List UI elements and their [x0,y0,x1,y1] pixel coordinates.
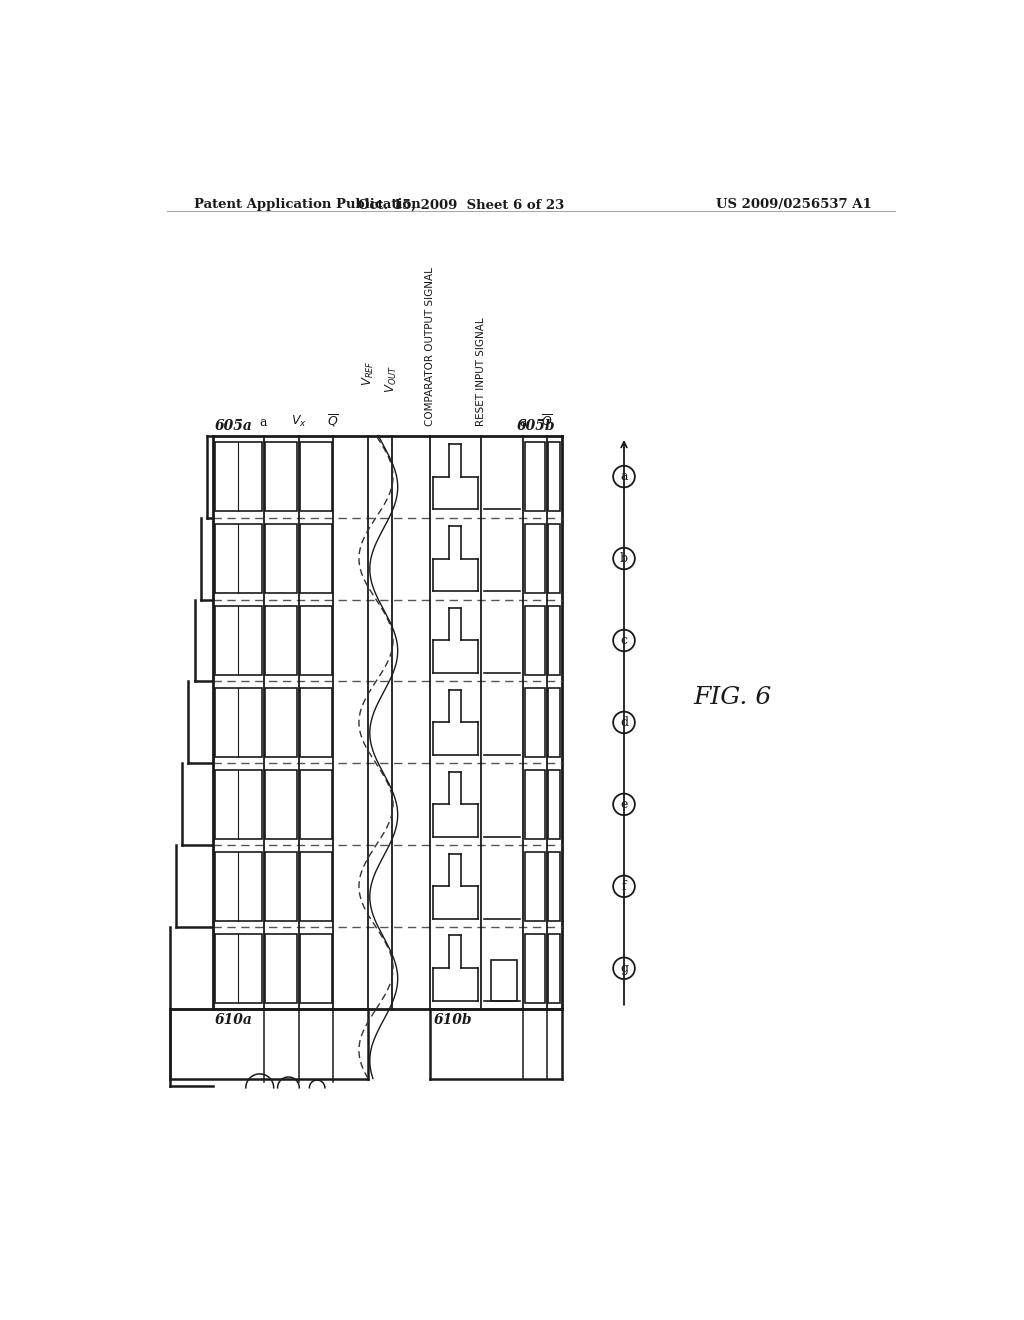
Text: 610a: 610a [215,1014,253,1027]
Bar [524,770,545,838]
Bar [265,524,297,593]
Text: e: e [621,797,628,810]
Text: c: c [621,634,628,647]
Bar [300,933,332,1003]
Text: 605a: 605a [215,420,253,433]
Text: d: d [620,715,628,729]
Bar [215,524,262,593]
Bar [300,851,332,921]
Bar [215,606,262,675]
Circle shape [613,548,635,569]
Bar [215,933,262,1003]
Text: $V_{REF}$: $V_{REF}$ [360,360,376,385]
Bar [524,606,545,675]
Circle shape [613,793,635,816]
Text: 605b: 605b [517,420,556,433]
Text: f: f [622,880,627,892]
Text: a: a [621,470,628,483]
Bar [265,606,297,675]
Bar [215,770,262,838]
Bar [300,524,332,593]
Bar [524,524,545,593]
Bar [548,442,560,511]
Bar [548,688,560,756]
Text: $V_x$: $V_x$ [291,413,306,429]
Text: g: g [620,962,628,974]
Bar [548,770,560,838]
Bar [548,933,560,1003]
Bar [524,442,545,511]
Bar [524,933,545,1003]
Text: US 2009/0256537 A1: US 2009/0256537 A1 [716,198,872,211]
Text: 610b: 610b [434,1014,473,1027]
Text: COMPARATOR OUTPUT SIGNAL: COMPARATOR OUTPUT SIGNAL [425,267,435,425]
Bar [300,770,332,838]
Bar [265,933,297,1003]
Bar [548,524,560,593]
Bar [548,851,560,921]
Text: b: b [620,552,628,565]
Bar [548,606,560,675]
Bar [300,688,332,756]
Text: $\overline{Q}$: $\overline{Q}$ [328,412,339,429]
Circle shape [613,957,635,979]
Bar [265,851,297,921]
Circle shape [613,875,635,898]
Bar [524,688,545,756]
Bar [215,688,262,756]
Text: FIG. 6: FIG. 6 [693,686,772,709]
Bar [265,688,297,756]
Circle shape [613,711,635,733]
Text: $\overline{Q}$: $\overline{Q}$ [541,412,552,429]
Circle shape [613,466,635,487]
Bar [300,606,332,675]
Bar [215,442,262,511]
Text: $V_{OUT}$: $V_{OUT}$ [384,366,399,393]
Text: Oct. 15, 2009  Sheet 6 of 23: Oct. 15, 2009 Sheet 6 of 23 [358,198,564,211]
Bar [524,851,545,921]
Bar [265,770,297,838]
Text: a: a [519,416,527,429]
Text: Patent Application Publication: Patent Application Publication [194,198,421,211]
Bar [300,442,332,511]
Text: RESET INPUT SIGNAL: RESET INPUT SIGNAL [475,317,485,425]
Bar [265,442,297,511]
Text: a: a [260,416,267,429]
Circle shape [613,630,635,651]
Bar [215,851,262,921]
Bar [492,960,516,1001]
